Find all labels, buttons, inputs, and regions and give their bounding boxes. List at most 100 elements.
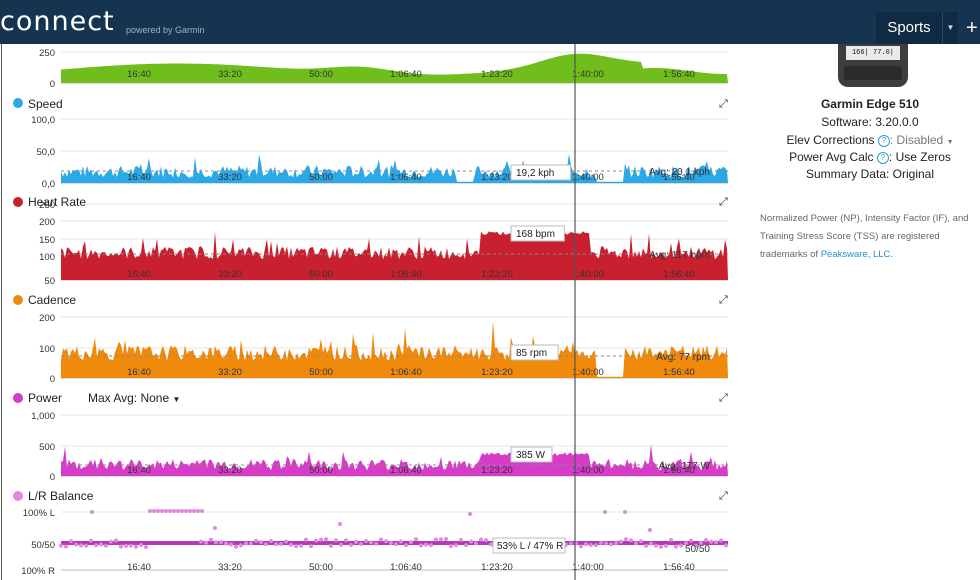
balance-point bbox=[434, 537, 438, 542]
balance-point bbox=[254, 538, 258, 543]
balance-expand-icon[interactable]: ⤢ bbox=[719, 490, 728, 502]
y-tick-label: 50 bbox=[44, 276, 55, 287]
balance-point bbox=[279, 542, 283, 547]
balance-point bbox=[209, 537, 213, 542]
y-tick-label: 100,0 bbox=[31, 115, 55, 126]
balance-point bbox=[429, 543, 433, 548]
balance-point bbox=[384, 539, 388, 544]
balance-point bbox=[294, 544, 298, 549]
cursor-value-box bbox=[510, 344, 559, 361]
balance-point bbox=[79, 543, 83, 548]
cursor-value-label: 53% L / 47% R bbox=[497, 541, 563, 552]
y-tick-label: 250 bbox=[39, 200, 55, 211]
balance-point bbox=[334, 538, 338, 543]
max-avg-dropdown[interactable]: Max Avg: None ▼ bbox=[88, 391, 180, 405]
balance-point bbox=[219, 540, 223, 545]
elevation-area bbox=[61, 53, 728, 83]
balance-point bbox=[259, 540, 263, 545]
speed-chart-title: Speed bbox=[28, 97, 63, 111]
balance-point bbox=[709, 539, 713, 544]
balance-point bbox=[439, 537, 443, 542]
balance-point bbox=[359, 541, 363, 546]
balance-point bbox=[264, 542, 268, 547]
balance-point bbox=[249, 541, 253, 546]
balance-point bbox=[124, 543, 128, 548]
average-label: Avg: 20,1 kph bbox=[649, 167, 710, 178]
x-tick-label: 16:40 bbox=[127, 269, 151, 280]
x-tick-label: 33:20 bbox=[218, 367, 242, 378]
x-tick-label: 1:56:40 bbox=[663, 69, 695, 80]
elev-dropdown-caret-icon[interactable]: ▼ bbox=[946, 139, 954, 146]
elev-corrections-value[interactable]: : Disabled bbox=[889, 133, 944, 147]
balance-outlier-point bbox=[172, 509, 176, 513]
cadence-expand-icon[interactable]: ⤢ bbox=[719, 294, 728, 306]
balance-point bbox=[579, 544, 583, 549]
sports-dropdown-caret-icon[interactable]: ▼ bbox=[942, 12, 958, 44]
cursor-value-label: 168 bpm bbox=[516, 229, 555, 240]
balance-point bbox=[289, 542, 293, 547]
powered-by-label: powered by Garmin bbox=[126, 25, 205, 35]
balance-point bbox=[304, 537, 308, 542]
balance-point bbox=[644, 543, 648, 548]
y-tick-label: 100 bbox=[39, 344, 55, 355]
power-help-icon[interactable]: ? bbox=[876, 152, 889, 164]
speed-expand-icon[interactable]: ⤢ bbox=[719, 98, 728, 110]
elev-help-icon[interactable]: ? bbox=[877, 135, 890, 147]
max-avg-label: Max Avg: None bbox=[88, 391, 170, 405]
balance-point bbox=[449, 544, 453, 549]
average-label: 50/50 bbox=[685, 544, 710, 555]
x-tick-label: 16:40 bbox=[127, 69, 151, 80]
heart-rate-expand-icon[interactable]: ⤢ bbox=[719, 196, 728, 208]
device-image: 166| 77.0| bbox=[838, 44, 908, 87]
balance-point bbox=[489, 542, 493, 547]
x-tick-label: 1:06:40 bbox=[390, 172, 422, 183]
balance-point bbox=[424, 542, 428, 547]
balance-outlier-point bbox=[623, 510, 627, 514]
balance-point bbox=[444, 537, 448, 542]
balance-point bbox=[479, 537, 483, 542]
balance-outlier-point bbox=[603, 510, 607, 514]
cadence-chart-title: Cadence bbox=[28, 293, 77, 307]
balance-point bbox=[59, 543, 63, 548]
balance-point bbox=[314, 538, 318, 543]
balance-point bbox=[664, 543, 668, 548]
x-tick-label: 1:40:00 bbox=[572, 172, 604, 183]
x-tick-label: 1:06:40 bbox=[390, 367, 422, 378]
balance-point bbox=[104, 543, 108, 548]
activity-charts: 0 250 16:40 33:20 50:00 1:06:40 1:23:20 1:40:00… bbox=[0, 44, 740, 580]
balance-point bbox=[339, 542, 343, 547]
balance-point bbox=[609, 542, 613, 547]
x-tick-label: 50:00 bbox=[309, 269, 333, 280]
average-label: Avg: 117 bpm bbox=[649, 250, 710, 261]
balance-point bbox=[364, 538, 368, 543]
peaksware-link[interactable]: Peaksware, LLC bbox=[820, 249, 891, 260]
x-tick-label: 1:40:00 bbox=[572, 465, 604, 476]
sports-menu-button[interactable]: Sports bbox=[876, 12, 942, 44]
add-icon[interactable]: + bbox=[966, 17, 978, 39]
balance-point bbox=[69, 539, 73, 544]
balance-point bbox=[329, 543, 333, 548]
balance-point bbox=[89, 538, 93, 543]
balance-point bbox=[394, 542, 398, 547]
x-tick-label: 16:40 bbox=[127, 562, 151, 573]
balance-chart-title: L/R Balance bbox=[28, 489, 94, 503]
y-tick-label: 0 bbox=[50, 79, 55, 90]
balance-point bbox=[274, 542, 278, 547]
y-tick-label: 50,0 bbox=[37, 147, 56, 158]
balance-point bbox=[604, 541, 608, 546]
summary-data: Summary Data: Original bbox=[805, 167, 935, 181]
cursor-value-box bbox=[510, 446, 553, 463]
y-tick-label: 0 bbox=[50, 374, 55, 385]
balance-point bbox=[704, 538, 708, 543]
x-tick-label: 1:23:20 bbox=[481, 269, 513, 280]
balance-point bbox=[349, 542, 353, 547]
balance-point bbox=[469, 539, 473, 544]
balance-point bbox=[674, 544, 678, 549]
connect-logo[interactable]: connect bbox=[0, 6, 115, 37]
balance-outlier-point bbox=[164, 509, 168, 513]
y-tick-label: 0 bbox=[50, 472, 55, 483]
elev-corrections-row: Elev Corrections ?: Disabled ▼ bbox=[760, 133, 980, 147]
power-expand-icon[interactable]: ⤢ bbox=[719, 392, 728, 404]
x-tick-label: 1:06:40 bbox=[390, 69, 422, 80]
page-left-border bbox=[1, 44, 2, 580]
